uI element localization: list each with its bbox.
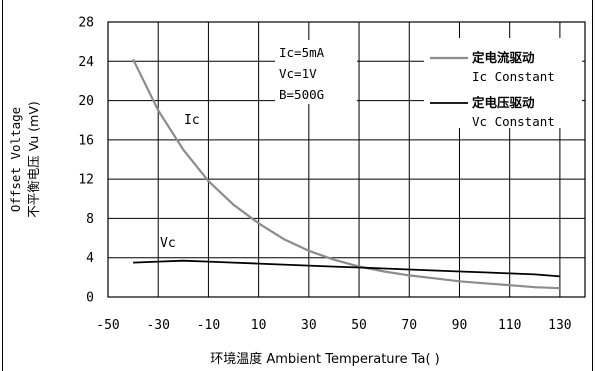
legend-label-cn-vc: 定电压驱动 (471, 95, 535, 110)
x-tick-label: 130 (548, 318, 571, 333)
y-tick-label: 28 (78, 16, 94, 31)
series-lines (132, 58, 560, 290)
y-tick-label: 20 (78, 94, 94, 109)
y-tick-label: 24 (78, 55, 94, 70)
series-line-vc (133, 259, 560, 278)
x-tick-label: -10 (197, 318, 220, 333)
y-axis-label-chinese: 不平衡电压 Vu (mV) (26, 101, 41, 218)
series-labels: Ic Vc (160, 113, 200, 251)
conditions-background (275, 40, 357, 104)
x-tick-label: -30 (146, 318, 169, 333)
plot-frame (107, 21, 586, 298)
x-tick-label: 10 (251, 318, 267, 333)
y-tick-label: 12 (78, 173, 94, 188)
y-axis-label-english: Offset Voltage (8, 107, 23, 212)
x-tick-label: 90 (452, 318, 468, 333)
x-tick-label: 110 (498, 318, 521, 333)
series-label-vc: Vc (160, 236, 176, 251)
x-tick-label: -50 (96, 318, 119, 333)
y-tick-label: 4 (86, 251, 94, 266)
legend-background (424, 38, 582, 128)
legend-label-cn-ic: 定电流驱动 (471, 50, 535, 65)
tick-labels: -50 -30 -10 10 30 50 70 90 110 130 0 4 8 12 16 20 24 28 (78, 16, 571, 334)
x-axis-label: 环境温度 Ambient Temperature Ta( ) (210, 351, 440, 367)
y-tick-label: 8 (86, 212, 94, 227)
y-tick-label: 0 (86, 291, 94, 306)
legend: 定电流驱动 Ic Constant 定电压驱动 Vc Constant (424, 38, 582, 129)
condition-field: B=500G (279, 87, 324, 102)
conditions-box: Ic=5mA Vc=1V B=500G (275, 40, 357, 104)
x-tick-label: 50 (351, 318, 367, 333)
legend-label-en-vc: Vc Constant (472, 114, 555, 129)
series-line-ic (132, 58, 560, 290)
legend-label-en-ic: Ic Constant (472, 69, 555, 84)
series-label-ic: Ic (184, 113, 200, 128)
condition-voltage: Vc=1V (279, 66, 317, 81)
x-tick-label: 70 (401, 318, 417, 333)
x-tick-label: 30 (301, 318, 317, 333)
condition-current: Ic=5mA (279, 45, 325, 60)
y-tick-label: 16 (78, 133, 94, 148)
